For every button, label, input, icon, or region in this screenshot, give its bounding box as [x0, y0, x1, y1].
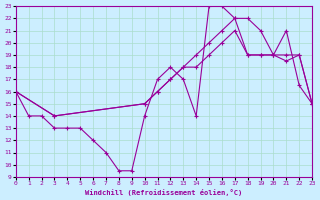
X-axis label: Windchill (Refroidissement éolien,°C): Windchill (Refroidissement éolien,°C)	[85, 189, 243, 196]
